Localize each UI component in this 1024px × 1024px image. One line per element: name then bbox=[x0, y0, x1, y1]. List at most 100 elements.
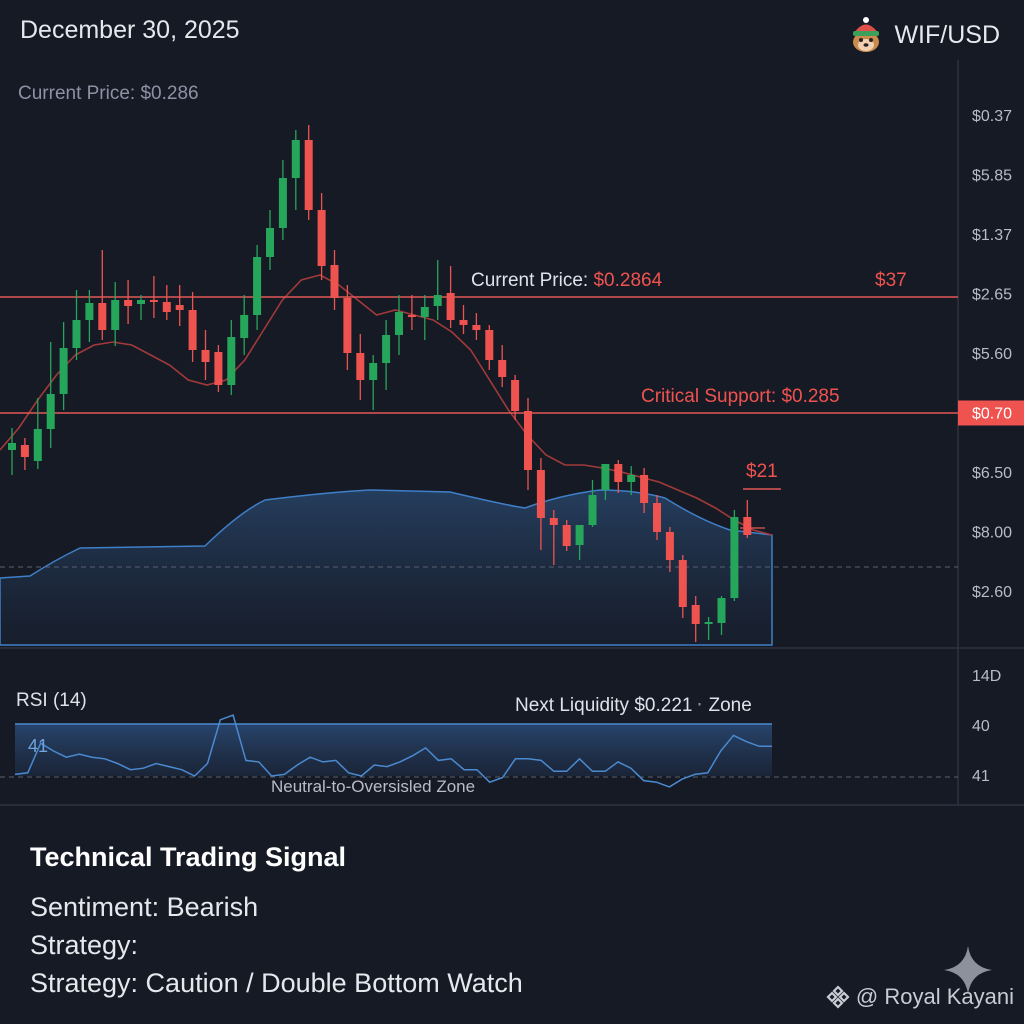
candle bbox=[330, 250, 339, 310]
candle bbox=[46, 342, 55, 448]
candle bbox=[536, 458, 545, 550]
candle-body bbox=[743, 517, 752, 535]
price-tick-label: $8.00 bbox=[972, 525, 1012, 542]
candle-body bbox=[85, 303, 94, 320]
current-price-right-label: $37 bbox=[875, 270, 907, 291]
candle-body bbox=[291, 140, 300, 178]
candle-body bbox=[356, 353, 365, 380]
candle-body bbox=[395, 312, 403, 335]
candle bbox=[562, 520, 571, 551]
candle bbox=[678, 555, 687, 618]
candle bbox=[614, 460, 623, 493]
candle-body bbox=[214, 352, 223, 385]
candle bbox=[498, 345, 507, 387]
candle-body bbox=[627, 475, 636, 482]
price-tick-label: $5.60 bbox=[972, 346, 1012, 363]
sparkle-icon bbox=[944, 946, 992, 994]
candle-body bbox=[640, 475, 649, 503]
candle bbox=[433, 260, 442, 320]
rsi-current-value: 41 bbox=[28, 736, 48, 756]
strategy-blank-text: Strategy: bbox=[30, 930, 139, 960]
candle bbox=[33, 398, 42, 469]
candle-body bbox=[562, 525, 571, 546]
candle bbox=[485, 325, 494, 370]
candle-body bbox=[59, 348, 68, 394]
candle-body bbox=[124, 300, 133, 306]
candle bbox=[653, 495, 661, 540]
rsi-tick-label: 40 bbox=[972, 718, 990, 735]
candle-body bbox=[330, 265, 339, 298]
price-tick-label: $5.85 bbox=[972, 168, 1012, 185]
candle-body bbox=[266, 228, 274, 257]
signal-title: Technical Trading Signal bbox=[30, 842, 347, 872]
candle bbox=[8, 428, 16, 475]
candle bbox=[214, 345, 223, 392]
candle-body bbox=[730, 517, 739, 598]
candle bbox=[162, 285, 171, 320]
candle bbox=[149, 276, 158, 318]
candle bbox=[601, 464, 610, 500]
rsi-zone-annotation: Neutral-to-Oversisled Zone bbox=[271, 777, 475, 796]
candle-body bbox=[614, 464, 623, 482]
candle bbox=[356, 334, 365, 400]
candle bbox=[240, 295, 249, 355]
price-tick-label: $2.65 bbox=[972, 287, 1012, 304]
rsi-line bbox=[14, 714, 772, 788]
candle-body bbox=[549, 518, 558, 525]
candle-body bbox=[149, 300, 158, 302]
candle-body bbox=[20, 445, 29, 457]
current-price-annotation: Current Price: $0.2864 bbox=[471, 270, 663, 291]
candle-body bbox=[227, 337, 236, 385]
candle-body bbox=[278, 178, 287, 228]
dogwifhat-logo-icon bbox=[853, 17, 880, 52]
price-axis: $0.37 $5.85 $1.37 $2.65 $5.60 $0.70 $6.50 $8.00… bbox=[958, 108, 1024, 601]
candle-body bbox=[653, 503, 661, 532]
price-tick-label: $6.50 bbox=[972, 465, 1012, 482]
price-tick-label: $0.70 bbox=[972, 406, 1012, 423]
candle-body bbox=[459, 320, 468, 325]
candle-body bbox=[175, 305, 184, 310]
axis-highlight bbox=[958, 400, 1024, 426]
candle bbox=[575, 525, 584, 560]
candle bbox=[317, 193, 326, 280]
candle-body bbox=[601, 464, 610, 490]
candle-body bbox=[536, 470, 545, 518]
candle-body bbox=[575, 525, 584, 545]
price-tick-label: $1.37 bbox=[972, 227, 1012, 244]
candle bbox=[459, 305, 468, 334]
candle bbox=[691, 596, 700, 642]
candle bbox=[665, 527, 674, 572]
candle bbox=[137, 295, 145, 320]
candle bbox=[446, 266, 455, 328]
candle-body bbox=[240, 315, 249, 338]
candle bbox=[59, 322, 68, 410]
candle-body bbox=[137, 300, 145, 304]
price-tick-label: $2.60 bbox=[972, 584, 1012, 601]
candle bbox=[98, 250, 107, 340]
current-price-corner-label: Current Price: $0.286 bbox=[18, 83, 199, 104]
candle bbox=[511, 375, 520, 420]
rsi-axis: 14D 40 41 bbox=[972, 668, 1001, 785]
candle bbox=[85, 290, 94, 342]
candle-body bbox=[420, 307, 429, 317]
candle-body bbox=[382, 335, 391, 363]
candle bbox=[369, 355, 378, 410]
candle bbox=[201, 330, 210, 380]
candle bbox=[743, 500, 752, 538]
candle bbox=[175, 285, 184, 326]
candle bbox=[266, 210, 274, 270]
candle bbox=[278, 160, 287, 240]
binance-logo-icon bbox=[826, 985, 850, 1009]
candle-body bbox=[511, 380, 520, 411]
rsi-tick-label: 41 bbox=[972, 768, 990, 785]
candle bbox=[588, 480, 597, 527]
candle-body bbox=[485, 330, 494, 360]
candle bbox=[420, 295, 429, 340]
candle-body bbox=[111, 300, 120, 330]
candles bbox=[8, 125, 752, 642]
candle-body bbox=[304, 140, 313, 210]
rsi-band bbox=[15, 724, 772, 776]
candle-body bbox=[588, 495, 597, 525]
candle bbox=[524, 398, 532, 490]
candle bbox=[407, 295, 416, 330]
